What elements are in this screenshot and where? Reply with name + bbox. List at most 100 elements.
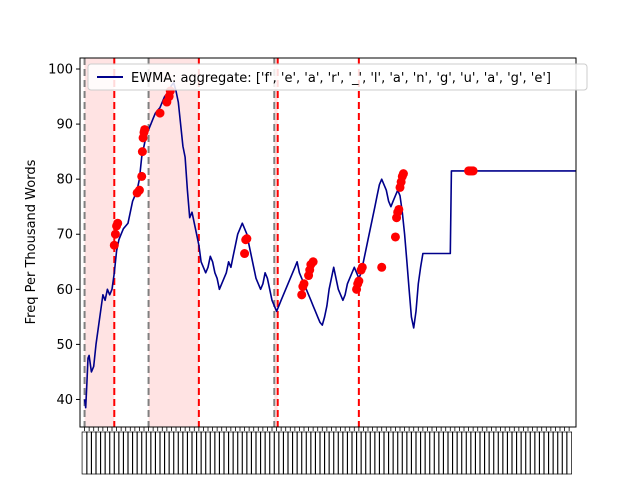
data-point-marker xyxy=(377,262,387,272)
x-tick-label xyxy=(388,431,394,475)
x-tick-label xyxy=(406,431,412,475)
x-tick-label xyxy=(305,431,312,475)
highlight-region xyxy=(84,58,115,427)
x-tick-label xyxy=(438,431,444,475)
x-tick-label xyxy=(433,431,440,475)
x-tick-label xyxy=(136,431,143,475)
x-tick-label xyxy=(461,431,467,475)
x-tick-label xyxy=(182,431,188,475)
x-tick-label xyxy=(218,431,225,475)
x-tick-label xyxy=(493,431,499,475)
data-point-marker xyxy=(137,171,147,181)
data-point-marker xyxy=(299,279,309,289)
x-tick-label xyxy=(566,431,572,475)
x-tick-label xyxy=(209,431,216,475)
y-axis-label: Freq Per Thousand Words xyxy=(24,159,39,324)
x-tick-label xyxy=(392,431,399,475)
x-tick-label xyxy=(145,431,152,475)
x-tick-label xyxy=(232,431,239,475)
y-tick-label: 100 xyxy=(48,63,73,78)
data-point-marker xyxy=(240,249,250,259)
x-tick-label xyxy=(296,431,303,475)
x-tick-label xyxy=(465,431,472,475)
axes-frame xyxy=(79,57,577,428)
x-tick-label xyxy=(150,431,156,475)
x-tick-label xyxy=(369,431,376,475)
data-point-marker xyxy=(113,218,123,228)
data-point-marker xyxy=(140,125,150,135)
x-tick-label xyxy=(324,431,330,475)
x-tick-label xyxy=(255,431,262,475)
y-tick-label: 40 xyxy=(56,393,73,408)
x-tick-label xyxy=(529,431,536,475)
x-tick-label xyxy=(429,431,435,475)
x-tick-label xyxy=(447,431,454,475)
x-tick-label xyxy=(378,431,385,475)
x-tick-label xyxy=(177,431,184,475)
x-tick-label xyxy=(351,431,358,475)
x-tick-label xyxy=(205,431,211,475)
y-tick-label: 80 xyxy=(56,173,73,188)
data-point-marker xyxy=(390,232,400,242)
series-line xyxy=(83,82,576,409)
x-tick-label xyxy=(525,431,531,475)
x-tick-label xyxy=(132,431,138,475)
x-tick-label xyxy=(168,431,175,475)
x-tick-label xyxy=(383,431,390,475)
x-tick-label xyxy=(415,431,422,475)
x-tick-label xyxy=(543,431,550,475)
x-tick-label xyxy=(260,431,266,475)
x-tick-label xyxy=(246,431,252,475)
x-tick-label xyxy=(269,431,275,475)
x-tick-label xyxy=(223,431,230,475)
x-tick-label xyxy=(401,431,408,475)
x-tick-label xyxy=(287,431,294,475)
x-tick-label xyxy=(497,431,504,475)
x-tick-label xyxy=(282,431,289,475)
x-tick-label xyxy=(113,431,120,475)
x-tick-label xyxy=(511,431,518,475)
x-tick-label xyxy=(520,431,527,475)
x-tick-label xyxy=(95,431,102,475)
x-tick-label xyxy=(333,431,339,475)
x-tick-label xyxy=(337,431,344,475)
x-tick-label xyxy=(488,431,495,475)
x-tick-label xyxy=(552,431,559,475)
x-tick-label xyxy=(557,431,563,475)
y-tick-label: 90 xyxy=(56,118,73,133)
x-tick-label xyxy=(104,431,111,475)
x-tick-label xyxy=(154,431,161,475)
x-tick-label xyxy=(301,431,307,475)
x-tick-label xyxy=(196,431,202,475)
x-tick-label xyxy=(424,431,431,475)
x-tick-label xyxy=(186,431,193,475)
data-point-marker xyxy=(297,290,307,300)
x-tick-label xyxy=(479,431,486,475)
x-tick-label xyxy=(264,431,271,475)
x-tick-label xyxy=(100,431,106,475)
x-tick-label xyxy=(81,431,88,475)
event-markers xyxy=(109,86,478,300)
x-tick-label xyxy=(538,431,545,475)
x-tick-label xyxy=(164,431,170,475)
data-point-marker xyxy=(109,240,119,250)
x-tick-label xyxy=(474,431,481,475)
x-tick-label xyxy=(214,431,220,475)
x-tick-label xyxy=(200,431,207,475)
x-tick-label xyxy=(397,431,403,475)
x-tick-label xyxy=(365,431,371,475)
x-tick-label xyxy=(360,431,367,475)
x-tick-label xyxy=(159,431,166,475)
y-tick-label: 60 xyxy=(56,283,73,298)
x-tick-label xyxy=(127,431,134,475)
x-tick-label xyxy=(241,431,248,475)
legend-label: EWMA: aggregate: ['f', 'e', 'a', 'r', '_… xyxy=(131,71,551,86)
x-tick-label xyxy=(122,431,129,475)
x-tick-label xyxy=(250,431,257,475)
data-point-marker xyxy=(398,169,408,179)
highlight-region xyxy=(274,58,278,427)
x-tick-label xyxy=(506,431,513,475)
x-tick-label xyxy=(410,431,417,475)
x-tick-label xyxy=(502,431,508,475)
x-tick-label xyxy=(328,431,335,475)
